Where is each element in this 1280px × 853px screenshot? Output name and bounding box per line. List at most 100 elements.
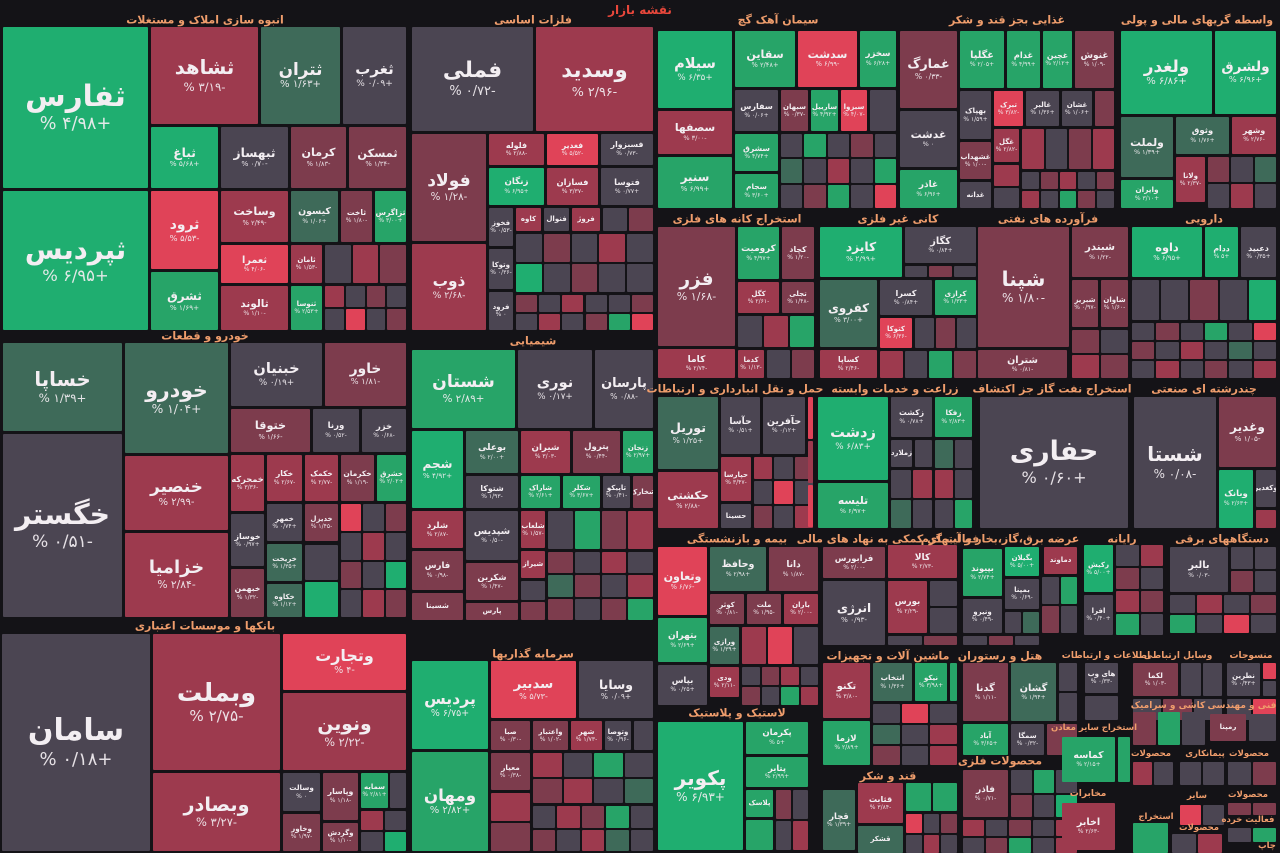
stock-tile[interactable] [808, 397, 813, 439]
stock-tile[interactable]: داوه +۶/۹۵ % [1132, 227, 1202, 277]
stock-tile[interactable]: خدیزل -۱/۴۵ % [305, 504, 338, 541]
stock-tile[interactable] [548, 511, 573, 549]
stock-tile[interactable]: شپدیس -۰/۵۰ % [466, 511, 518, 560]
stock-tile[interactable]: خکمک -۲/۷۷ % [305, 455, 338, 501]
stock-tile[interactable]: وتوصا -۰/۹۶ % [605, 721, 631, 750]
stock-tile[interactable] [1011, 794, 1032, 817]
stock-tile[interactable] [767, 350, 790, 378]
stock-tile[interactable] [800, 667, 818, 685]
stock-tile[interactable]: دماوند [1044, 547, 1077, 574]
stock-tile[interactable]: ثتران +۱/۶۳ % [261, 27, 340, 124]
stock-tile[interactable] [776, 821, 791, 850]
stock-tile[interactable] [1009, 820, 1031, 836]
stock-tile[interactable] [781, 134, 803, 158]
stock-tile[interactable] [1023, 612, 1039, 633]
stock-tile[interactable]: سجام +۳/۶۰ % [735, 174, 778, 208]
stock-tile[interactable] [930, 725, 957, 744]
stock-tile[interactable] [543, 234, 570, 262]
stock-tile[interactable]: رکیش +۵/۰۰ % [1084, 545, 1113, 592]
stock-tile[interactable]: انرژی -۰/۹۳ % [823, 581, 885, 645]
stock-tile[interactable]: وکغدیر [1256, 470, 1276, 507]
stock-tile[interactable] [954, 470, 972, 498]
stock-tile[interactable]: دعبید +۰/۳۵ % [1241, 227, 1276, 277]
stock-tile[interactable] [761, 667, 779, 685]
stock-tile[interactable] [880, 351, 903, 378]
stock-tile[interactable]: سبزوا -۴/۰۷ % [841, 90, 867, 131]
stock-tile[interactable] [387, 309, 406, 330]
stock-tile[interactable] [1132, 342, 1155, 359]
stock-tile[interactable]: ثرود -۵/۵۳ % [151, 191, 218, 269]
stock-tile[interactable]: شبریز -۰/۹۷ % [1072, 280, 1098, 327]
stock-tile[interactable] [929, 266, 952, 277]
stock-tile[interactable] [557, 806, 580, 828]
stock-tile[interactable] [1198, 834, 1222, 853]
stock-tile[interactable]: حسینا [721, 504, 751, 528]
stock-tile[interactable]: فروژ [572, 208, 600, 231]
stock-tile[interactable]: خبهمن -۱/۳۲ % [231, 569, 264, 617]
stock-tile[interactable]: غنوش -۱/۰۹ % [1075, 31, 1114, 88]
stock-tile[interactable] [341, 561, 362, 589]
stock-tile[interactable] [1022, 191, 1039, 208]
stock-tile[interactable]: شپنا -۱/۸۰ % [978, 227, 1069, 347]
stock-tile[interactable] [790, 316, 814, 347]
stock-tile[interactable]: کگل -۲/۶۱ % [738, 282, 779, 313]
stock-tile[interactable]: فسازان -۳/۳۷ % [547, 168, 598, 205]
stock-tile[interactable] [1140, 591, 1163, 612]
stock-tile[interactable]: وسایا +۰/۰۹ % [579, 661, 653, 718]
stock-tile[interactable] [1092, 129, 1114, 169]
stock-tile[interactable] [1190, 280, 1218, 320]
stock-tile[interactable] [1154, 762, 1173, 785]
stock-tile[interactable]: شلعاب -۱/۵۷ % [521, 511, 545, 548]
stock-tile[interactable]: خشرق +۲/۰۲ % [377, 455, 406, 501]
stock-tile[interactable] [776, 790, 791, 819]
stock-tile[interactable] [1040, 191, 1058, 208]
stock-tile[interactable] [1072, 330, 1099, 353]
stock-tile[interactable] [1059, 693, 1077, 721]
stock-tile[interactable] [1254, 547, 1276, 569]
stock-tile[interactable]: پتایر +۲/۹۹ % [746, 757, 808, 787]
stock-tile[interactable] [781, 159, 803, 183]
stock-tile[interactable]: ثباغ +۵/۶۸ % [151, 127, 218, 188]
stock-tile[interactable] [533, 753, 562, 777]
stock-tile[interactable] [1085, 696, 1118, 720]
stock-tile[interactable] [1032, 820, 1054, 836]
stock-tile[interactable] [1116, 591, 1139, 612]
stock-tile[interactable]: ثشاهد -۳/۱۹ % [151, 27, 258, 124]
stock-tile[interactable]: سدبیر -۵/۷۳ % [491, 661, 576, 718]
stock-tile[interactable] [380, 245, 406, 283]
stock-tile[interactable]: کدما -۱/۱۳ % [738, 350, 764, 378]
stock-tile[interactable]: وشهر -۲/۷۶ % [1232, 117, 1276, 154]
stock-tile[interactable] [781, 687, 799, 705]
stock-tile[interactable]: وگردش -۱/۱۰ % [323, 823, 358, 851]
stock-tile[interactable]: ثشرق +۱/۶۹ % [151, 272, 218, 330]
stock-tile[interactable]: تبرک -۳/۸۲ % [994, 91, 1023, 126]
stock-tile[interactable]: توریل +۱/۲۵ % [658, 397, 718, 469]
stock-tile[interactable] [1015, 636, 1039, 645]
stock-tile[interactable] [1205, 342, 1228, 359]
stock-tile[interactable]: زنجان +۲/۹۷ % [623, 431, 653, 473]
stock-tile[interactable] [1095, 91, 1114, 126]
stock-tile[interactable]: کرازی +۱/۳۳ % [935, 280, 976, 315]
stock-tile[interactable] [873, 725, 900, 744]
stock-tile[interactable]: فتوسا +۰/۷۷ % [601, 168, 653, 205]
stock-tile[interactable]: وبانک +۲/۶۳ % [1219, 470, 1253, 528]
stock-tile[interactable] [873, 746, 900, 765]
stock-tile[interactable] [341, 590, 362, 617]
stock-tile[interactable] [1229, 361, 1252, 378]
stock-tile[interactable]: خوساز +۰/۹۷ % [231, 514, 264, 566]
stock-tile[interactable]: تاپیکو -۰/۴۱ % [603, 476, 630, 508]
stock-tile[interactable]: زنگان +۶/۹۵ % [489, 168, 544, 205]
stock-tile[interactable] [1140, 545, 1163, 566]
stock-tile[interactable] [1116, 545, 1139, 566]
stock-tile[interactable] [366, 309, 386, 330]
stock-tile[interactable] [630, 806, 653, 828]
stock-tile[interactable] [628, 552, 653, 574]
stock-tile[interactable] [581, 806, 605, 828]
stock-tile[interactable] [963, 636, 987, 645]
stock-tile[interactable]: اخابر -۲/۶۳ % [1062, 803, 1115, 850]
stock-tile[interactable] [915, 440, 932, 467]
stock-tile[interactable]: بورس -۲/۲۹ % [888, 581, 927, 633]
stock-tile[interactable] [548, 575, 573, 597]
stock-tile[interactable]: سبهان -۰/۳۷ % [781, 90, 808, 131]
stock-tile[interactable] [930, 746, 957, 765]
